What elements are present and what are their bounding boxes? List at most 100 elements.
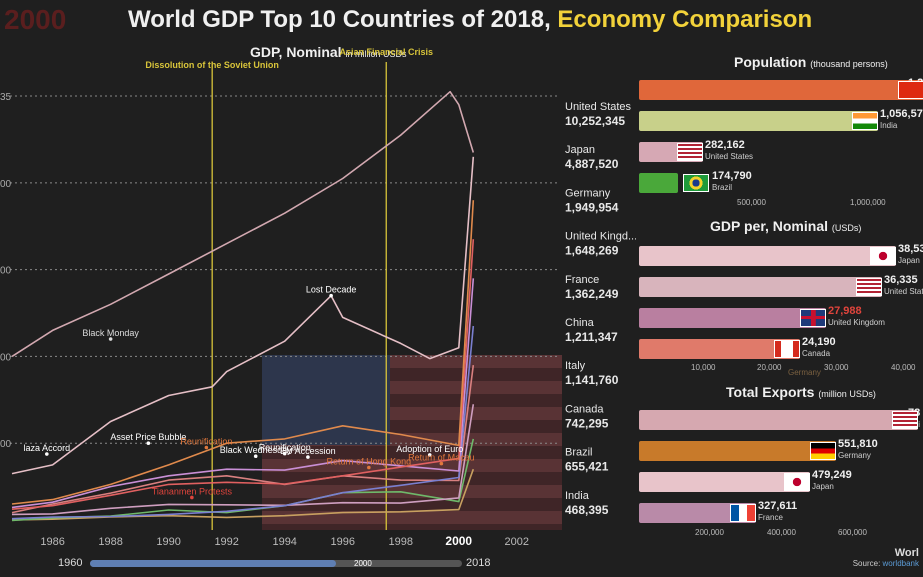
annotation-dot [306, 455, 310, 459]
brand-text: Worl [894, 547, 919, 559]
timeline-track[interactable]: 2000 [90, 559, 462, 568]
hbar-axis-tick: 400,000 [767, 528, 796, 537]
exports-title-text: Total Exports [726, 384, 815, 400]
legend-name: United Kingd... [565, 231, 636, 243]
hbar-value: 24,190 [802, 336, 836, 348]
hbar [639, 277, 882, 297]
flag-icon [677, 143, 703, 161]
title-main: World GDP Top 10 Countries of 2018, [128, 6, 558, 33]
flag-icon [892, 411, 918, 429]
hbar-value: 282,162 [705, 139, 745, 151]
flag-icon [856, 278, 882, 296]
population-title-text: Population [734, 54, 807, 70]
y-tick-label: 00 [0, 179, 12, 190]
hbar-value: 551,810 [838, 438, 878, 450]
hbar [639, 80, 923, 100]
series-line [11, 239, 475, 510]
series-line [11, 468, 475, 521]
legend-name: Canada [565, 403, 604, 415]
annotation-label: EU Accession [280, 446, 336, 456]
legend-value: 10,252,345 [565, 114, 625, 128]
hbar-country: United Kingdom [828, 318, 885, 327]
event-label: Asian Financial Crisis [339, 47, 433, 57]
legend-name: Japan [565, 144, 595, 156]
timeline-current: 2000 [354, 559, 372, 568]
hbar-axis-tick: 40,000 [891, 363, 916, 372]
hbar-value: 36,335 [884, 274, 918, 286]
legend-name: Brazil [565, 447, 593, 459]
hbar-country: India [880, 121, 898, 130]
series-line [11, 156, 475, 475]
flag-icon [810, 442, 836, 460]
annotation-label: Black Wednesday [220, 445, 292, 455]
legend-value: 1,211,347 [565, 330, 618, 344]
background-flag-image [262, 355, 562, 530]
hbar-value: 479,249 [812, 469, 852, 481]
legend-value: 1,362,249 [565, 287, 619, 301]
flag-icon [800, 309, 826, 327]
x-tick-label: 2002 [505, 536, 529, 548]
annotation-dot [146, 441, 151, 446]
flag-icon [784, 473, 810, 491]
gdp-per-unit: (USDs) [831, 223, 862, 233]
annotation-label: Black Monday [82, 328, 139, 338]
title-highlight: Economy Comparison [557, 6, 813, 33]
hbar [639, 410, 918, 430]
right-panel: Population (thousand persons) 1,2Chi1,05… [636, 52, 923, 537]
annotation-label: Lost Decade [306, 285, 357, 295]
flag-icon [730, 504, 756, 522]
source-text: Source: worldbank [853, 559, 919, 568]
hbar-country: Germany [838, 451, 871, 460]
annotation-dot [439, 461, 444, 466]
hbar [639, 308, 826, 328]
chart-title: GDP, Nominal in million USDs [250, 44, 406, 60]
legend-name: Italy [565, 360, 586, 372]
hbar [639, 173, 678, 193]
x-tick-label: 1988 [98, 536, 122, 548]
series-line [11, 200, 475, 505]
hbar-value: 174,790 [712, 170, 752, 182]
series-line [11, 365, 475, 514]
legend-value: 4,887,520 [565, 157, 619, 171]
annotation-label: Return of Macau [408, 453, 475, 463]
y-tick-label: 00 [0, 352, 12, 363]
y-tick-label: 35 [0, 92, 12, 103]
annotation-label: Reunification [259, 443, 311, 453]
annotation-label: laza Accord [24, 443, 71, 453]
hbar-axis-tick: 1,000,000 [850, 198, 886, 207]
hbar-country: United States [884, 287, 923, 296]
annotation-label: Adoption of Euro [396, 444, 463, 454]
legend-value: 742,295 [565, 416, 609, 430]
hbar [639, 441, 836, 461]
annotation-dot [329, 293, 333, 298]
series-line [11, 90, 475, 358]
annotation-label: Asset Price Bubble [110, 432, 186, 442]
flag-icon [774, 340, 800, 358]
annotation-dot [282, 451, 287, 456]
x-tick-label: 1986 [40, 536, 64, 548]
legend-name: Germany [565, 187, 611, 199]
legend-value: 1,141,760 [565, 373, 619, 387]
annotation-dot [204, 445, 209, 450]
chart-unit: in million USDs [345, 49, 407, 59]
x-tick-label: 1996 [330, 536, 354, 548]
hbar-country: Canada [802, 349, 831, 358]
legend-name: China [565, 317, 595, 329]
x-tick-label: 1998 [389, 536, 413, 548]
annotation-label: Reunification [180, 437, 232, 447]
y-tick-label: 00 [0, 439, 12, 450]
exports-unit: (million USDs) [818, 389, 876, 399]
x-axis: 1986 1988 1990 1992 1994 1996 1998 2000 2002 [40, 534, 529, 548]
hbar [639, 472, 810, 492]
hbar-axis-tick: 200,000 [695, 528, 724, 537]
timeline-slider[interactable]: 1960 2000 2018 [0, 553, 923, 577]
annotation-dot [190, 495, 194, 500]
annotation-dot [367, 465, 371, 470]
page-title: World GDP Top 10 Countries of 2018, Econ… [128, 6, 812, 34]
hbar-country: United States [705, 152, 754, 161]
hbar-axis-tick: 600,000 [838, 528, 867, 537]
series-line [11, 278, 475, 509]
hbar-value: 1,056,576 [880, 108, 923, 120]
ghost-label: Germany [788, 368, 821, 377]
annotation-dot [427, 453, 432, 457]
